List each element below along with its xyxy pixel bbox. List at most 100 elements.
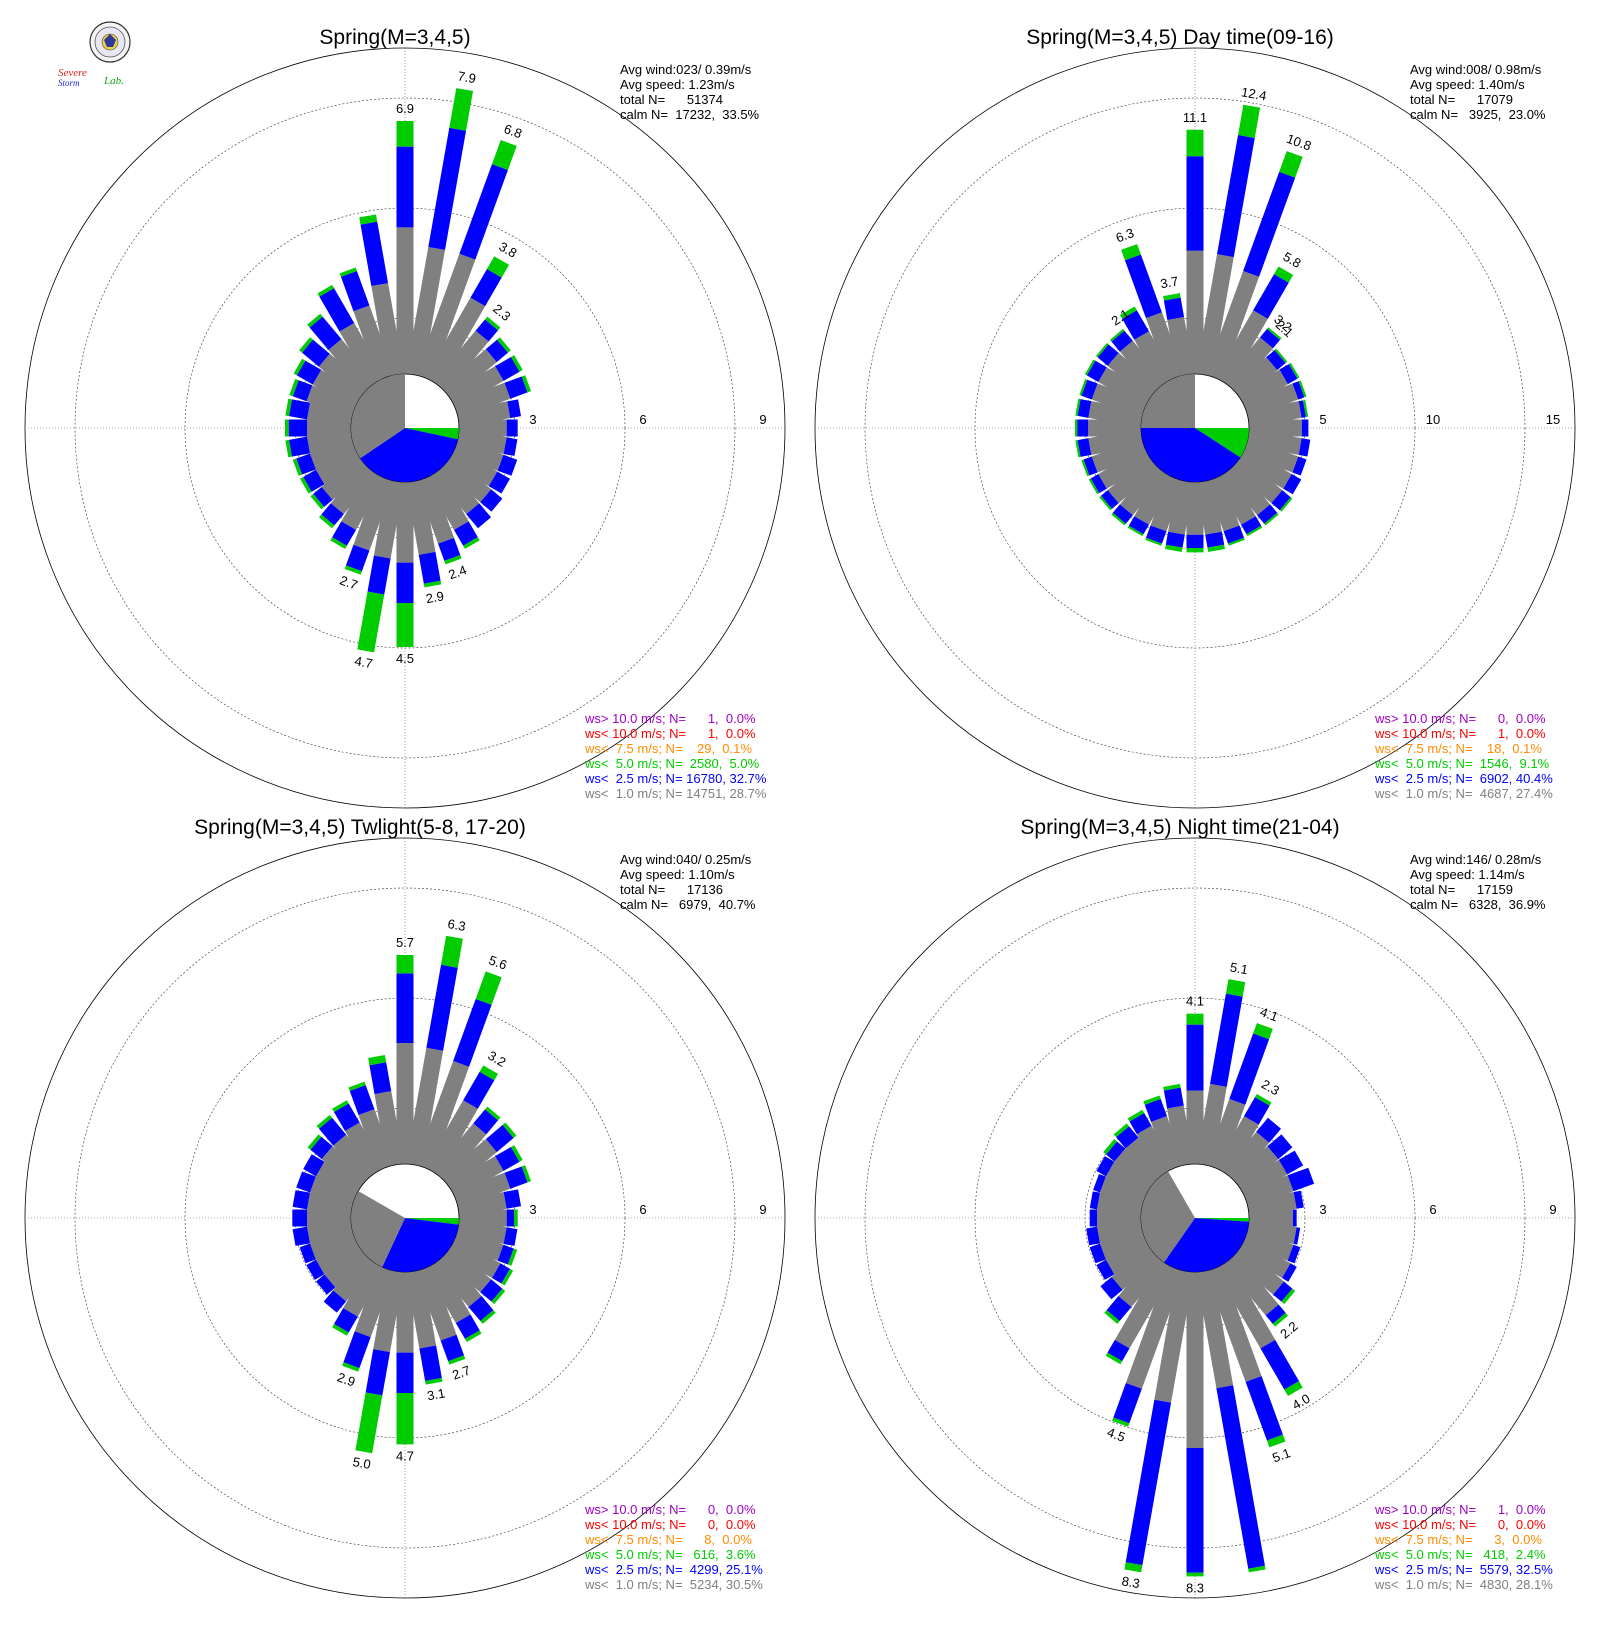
spoke-segment (425, 1378, 443, 1385)
avg-wind-text: Avg wind:040/ 0.25m/s (620, 852, 752, 867)
spoke-segment (1119, 306, 1137, 319)
spoke-segment (301, 339, 330, 367)
spoke-segment (1114, 1148, 1160, 1190)
spoke-segment (396, 227, 414, 374)
spoke-segment (292, 1190, 310, 1210)
spoke-value-label: 8.3 (1186, 1580, 1204, 1595)
spoke-segment (424, 297, 486, 386)
spoke-segment (1284, 1381, 1303, 1397)
spoke-segment (332, 521, 357, 546)
spoke-segment (497, 454, 518, 476)
spoke-segment (1292, 456, 1307, 476)
wind-spoke (1196, 104, 1261, 377)
spoke-segment (1259, 328, 1281, 349)
spoke-segment (1186, 129, 1204, 157)
wind-spoke (406, 88, 474, 377)
wind-spoke (355, 1269, 404, 1454)
spoke-segment (449, 88, 474, 131)
spoke-segment (1281, 1263, 1297, 1282)
spoke-segment (293, 358, 306, 376)
spoke-segment (1256, 1117, 1282, 1143)
spoke-segment (495, 1146, 520, 1171)
wind-rose-panel-1: 3 6 9 6.9 7.9 6.8 3.8 2.3 2.42.9 4.5 4.7 2.7 Spring(… (24, 26, 786, 809)
spoke-segment (318, 1117, 347, 1146)
spoke-segment (312, 369, 363, 409)
spoke-segment (292, 380, 313, 402)
spoke-segment (415, 1060, 470, 1171)
spoke-segment (1253, 1023, 1273, 1040)
spoke-value-label: 4.7 (353, 653, 373, 671)
avg-wind-text: Avg wind:146/ 0.28m/s (1410, 852, 1542, 867)
legend-entry: ws> 10.0 m/s; N= 0, 0.0% (584, 1502, 756, 1517)
spoke-segment (333, 1134, 377, 1183)
spoke-segment (1090, 474, 1107, 494)
wind-spoke (1096, 1156, 1153, 1199)
wind-spoke (1214, 266, 1294, 386)
spoke-segment (418, 551, 441, 584)
spoke-segment (1281, 1288, 1296, 1305)
spoke-segment (473, 1109, 499, 1135)
spoke-segment (463, 537, 480, 549)
wind-spoke (415, 475, 462, 565)
spoke-segment (1186, 548, 1204, 553)
spoke-segment (447, 366, 504, 409)
spoke-segment (453, 998, 492, 1067)
spoke-value-label: 5.1 (1229, 959, 1249, 977)
spoke-segment (1230, 1146, 1279, 1190)
spoke-segment (353, 475, 395, 551)
spoke-segment (1298, 400, 1306, 418)
wind-spoke (357, 479, 404, 653)
spoke-segment (480, 1310, 496, 1324)
wind-spoke (452, 1228, 518, 1266)
legend-entry: ws< 1.0 m/s; N= 5234, 30.5% (584, 1577, 763, 1592)
spoke-segment (1288, 362, 1300, 379)
legend-entry: ws< 10.0 m/s; N= 0, 0.0% (1374, 1517, 1546, 1532)
spoke-segment (1241, 516, 1262, 535)
spoke-segment (1246, 429, 1302, 455)
spoke-segment (292, 1226, 310, 1246)
spoke-segment (491, 140, 517, 170)
spoke-segment (503, 1227, 518, 1246)
spoke-segment (1163, 1087, 1184, 1109)
wind-spoke (447, 447, 510, 494)
wind-spoke (447, 355, 523, 409)
spoke-segment (1273, 1281, 1293, 1302)
spoke-segment (1186, 156, 1204, 251)
wind-spoke (1237, 447, 1302, 495)
spoke-value-label: 2.9 (335, 1369, 357, 1389)
spoke-segment (1107, 456, 1160, 504)
spoke-segment (502, 1122, 517, 1138)
avg-speed-text: Avg speed: 1.10m/s (620, 867, 735, 882)
spoke-segment (440, 349, 497, 400)
spoke-segment (1107, 1339, 1130, 1362)
wind-spoke (316, 1246, 370, 1295)
legend-entry: ws< 7.5 m/s; N= 18, 0.1% (1374, 741, 1542, 756)
spoke-segment (1154, 1269, 1194, 1403)
spoke-segment (1124, 254, 1162, 319)
spoke-segment (1112, 1417, 1130, 1427)
spoke-segment (503, 437, 518, 456)
wind-spoke (440, 1122, 517, 1190)
spoke-segment (1129, 1113, 1152, 1135)
spoke-segment (1225, 979, 1246, 997)
spoke-segment (321, 503, 344, 526)
spoke-segment (406, 1047, 444, 1167)
calm-slice (360, 428, 458, 483)
wind-spoke (1105, 1260, 1176, 1365)
spoke-segment (1098, 367, 1153, 409)
wind-spoke (1104, 1253, 1167, 1324)
spoke-value-label: 4.0 (1290, 1391, 1313, 1413)
spoke-segment (1214, 1116, 1259, 1176)
spoke-segment (447, 1237, 501, 1279)
wind-spoke (1205, 1265, 1286, 1448)
spoke-segment (285, 439, 292, 458)
spoke-segment (1283, 474, 1302, 495)
spoke-segment (1267, 1134, 1293, 1160)
spoke-segment (419, 1345, 442, 1381)
spoke-segment (306, 1259, 325, 1280)
spoke-segment (1119, 463, 1167, 516)
wind-spoke (1237, 1150, 1304, 1199)
spoke-segment (406, 246, 446, 377)
calm-slice (1195, 428, 1250, 458)
